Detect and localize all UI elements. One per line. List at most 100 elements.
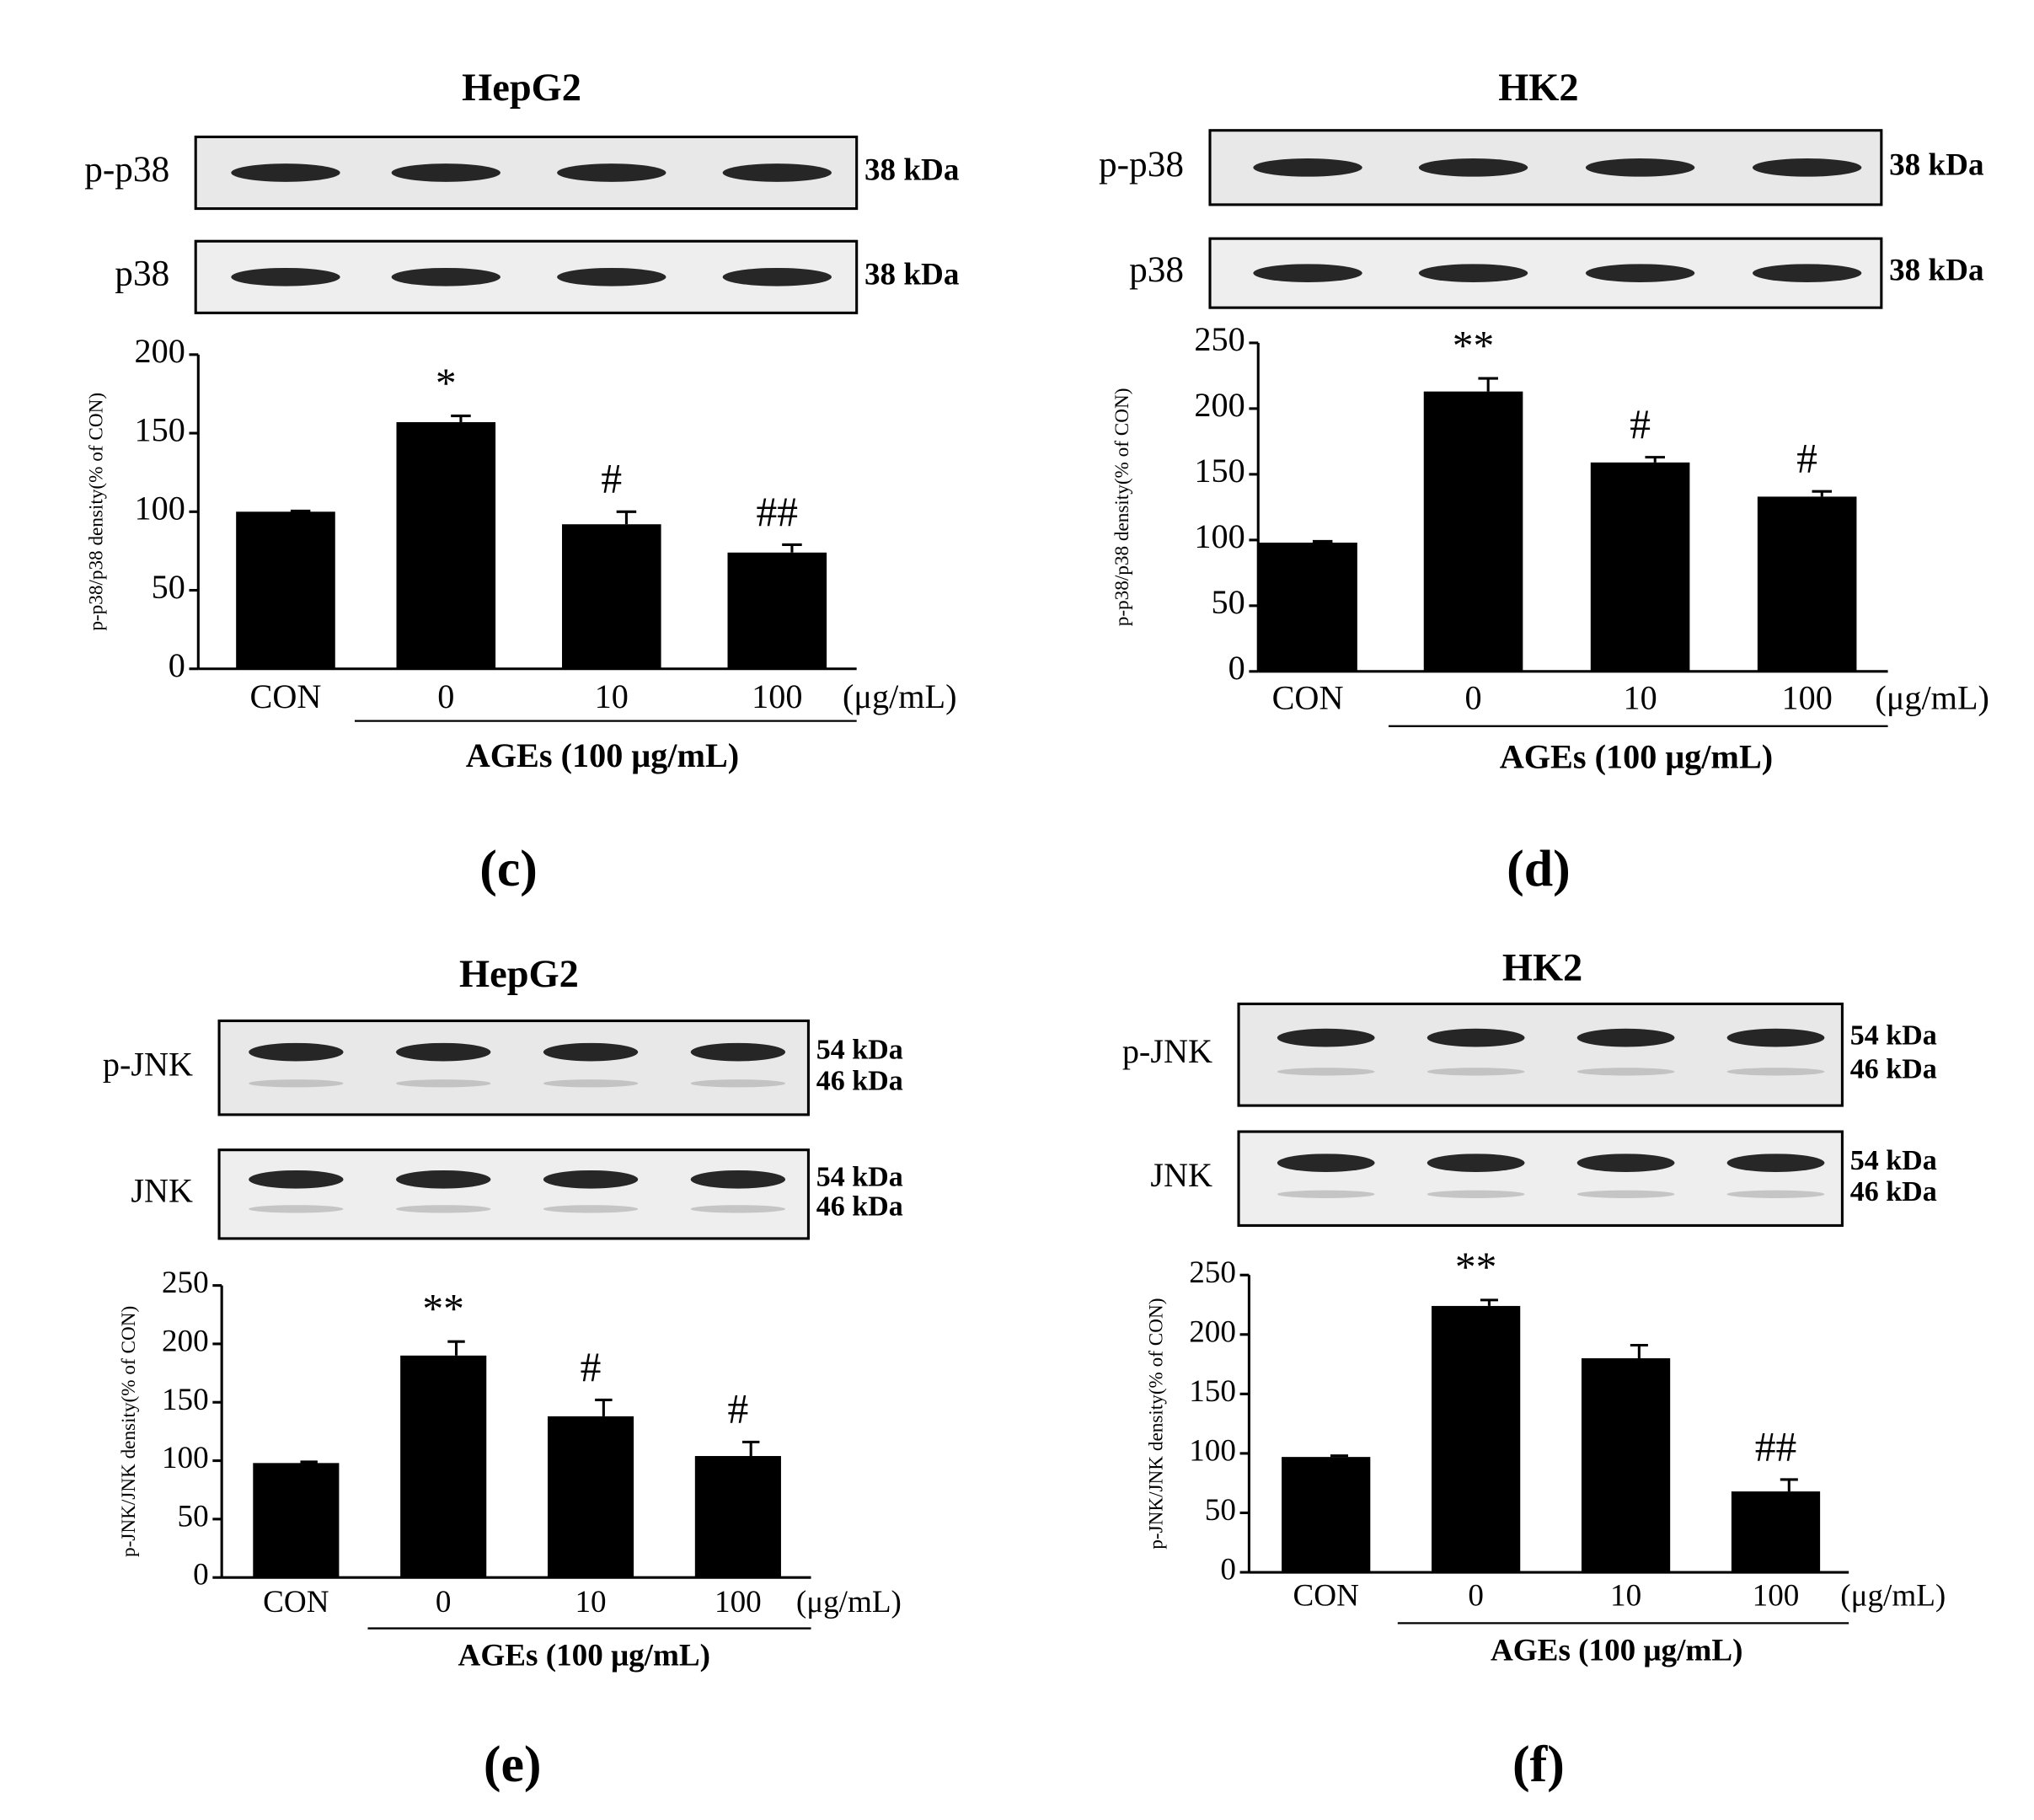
blot-label: p-p38 — [84, 149, 169, 190]
y-tick-label: 250 — [1189, 1255, 1236, 1290]
bar — [1757, 496, 1857, 672]
band — [690, 1079, 786, 1088]
y-tick-label: 0 — [1220, 1553, 1236, 1587]
band — [1726, 1154, 1825, 1173]
y-tick-label: 0 — [193, 1558, 209, 1592]
chart-title: HK2 — [1502, 946, 1582, 989]
blot-label: JNK — [131, 1172, 193, 1210]
x-tick-label: 10 — [1610, 1578, 1641, 1613]
x-tick-label: 100 — [715, 1585, 762, 1619]
band — [557, 163, 666, 182]
kda-label: 38 kDa — [864, 257, 959, 292]
group-label: AGEs (100 μg/mL) — [1491, 1633, 1742, 1667]
kda-label: 46 kDa — [816, 1191, 903, 1223]
band — [249, 1042, 344, 1062]
band — [1752, 158, 1862, 177]
chart-title: HepG2 — [462, 67, 581, 110]
x-tick-label: CON — [1293, 1578, 1359, 1613]
panel-label: (f) — [1512, 1736, 1565, 1793]
y-tick-label: 150 — [162, 1383, 209, 1417]
chart-title: HK2 — [1498, 67, 1578, 110]
group-label: AGEs (100 μg/mL) — [1500, 737, 1773, 775]
error-bar — [451, 415, 471, 423]
y-tick-label: 50 — [152, 568, 185, 606]
y-tick-label: 150 — [1189, 1374, 1236, 1409]
significance-mark: * — [436, 360, 457, 406]
x-tick-label: CON — [250, 677, 322, 715]
band — [1277, 1154, 1375, 1173]
y-tick-label: 100 — [162, 1441, 209, 1475]
bar — [727, 552, 827, 669]
error-bar — [1312, 539, 1333, 543]
band — [1418, 264, 1528, 282]
x-tick-label: 0 — [1468, 1578, 1484, 1613]
y-tick-label: 150 — [1194, 452, 1244, 490]
blot-label: p-JNK — [103, 1045, 193, 1083]
y-tick-label: 150 — [135, 410, 185, 448]
band — [1253, 264, 1362, 282]
significance-mark: # — [1630, 401, 1651, 447]
band — [543, 1170, 639, 1189]
band — [1726, 1190, 1825, 1198]
x-tick-label: CON — [1272, 679, 1344, 717]
significance-mark: # — [728, 1386, 749, 1432]
band — [249, 1205, 344, 1213]
x-tick-label: 100 — [1781, 679, 1832, 717]
band — [1277, 1190, 1375, 1198]
x-tick-label: 10 — [595, 677, 629, 715]
y-tick-label: 250 — [1194, 320, 1244, 358]
significance-mark: # — [1796, 435, 1817, 481]
band — [690, 1170, 786, 1189]
band — [1277, 1068, 1375, 1076]
significance-mark: ** — [1455, 1244, 1497, 1290]
x-tick-label: 10 — [1623, 679, 1657, 717]
kda-label: 38 kDa — [1889, 147, 1983, 182]
band — [1576, 1190, 1675, 1198]
band — [543, 1205, 639, 1213]
y-tick-label: 100 — [1189, 1433, 1236, 1468]
bar — [396, 422, 496, 669]
kda-label: 54 kDa — [816, 1162, 903, 1193]
y-tick-label: 50 — [1212, 583, 1245, 621]
significance-mark: ** — [1453, 322, 1495, 368]
bar — [1590, 462, 1690, 672]
error-bar — [300, 1460, 318, 1464]
chart-title: HepG2 — [459, 953, 579, 996]
blot-frame — [217, 1019, 810, 1116]
y-axis-label: p-JNK/JNK density(% of CON) — [1145, 1298, 1167, 1550]
kda-label: 46 kDa — [1850, 1176, 1937, 1207]
y-tick-label: 0 — [169, 646, 185, 684]
y-tick-label: 100 — [1194, 517, 1244, 555]
band — [1418, 158, 1528, 177]
kda-label: 54 kDa — [1850, 1145, 1937, 1176]
band — [249, 1079, 344, 1088]
x-tick-label: 100 — [752, 677, 802, 715]
x-tick-label: CON — [263, 1585, 329, 1619]
band — [249, 1170, 344, 1189]
band — [557, 267, 666, 286]
significance-mark: # — [601, 456, 622, 502]
band — [231, 163, 340, 182]
y-tick-label: 0 — [1228, 649, 1245, 687]
panel-label: (c) — [479, 840, 538, 897]
y-tick-label: 200 — [162, 1324, 209, 1358]
group-label: AGEs (100 μg/mL) — [458, 1639, 710, 1673]
band — [722, 163, 832, 182]
x-tick-label: 0 — [436, 1585, 452, 1619]
bar — [253, 1463, 340, 1578]
band — [1726, 1068, 1825, 1076]
bar — [547, 1416, 634, 1578]
band — [1585, 158, 1695, 177]
bar — [236, 511, 335, 669]
significance-mark: ## — [757, 489, 799, 535]
kda-label: 46 kDa — [816, 1066, 903, 1097]
band — [690, 1042, 786, 1062]
band — [391, 267, 500, 286]
band — [1426, 1068, 1525, 1076]
x-tick-label: 100 — [1753, 1578, 1800, 1613]
unit-label: (μg/mL) — [796, 1585, 902, 1619]
panel-label: (e) — [484, 1736, 542, 1793]
blot-label: p38 — [115, 254, 169, 294]
kda-label: 38 kDa — [864, 153, 959, 188]
